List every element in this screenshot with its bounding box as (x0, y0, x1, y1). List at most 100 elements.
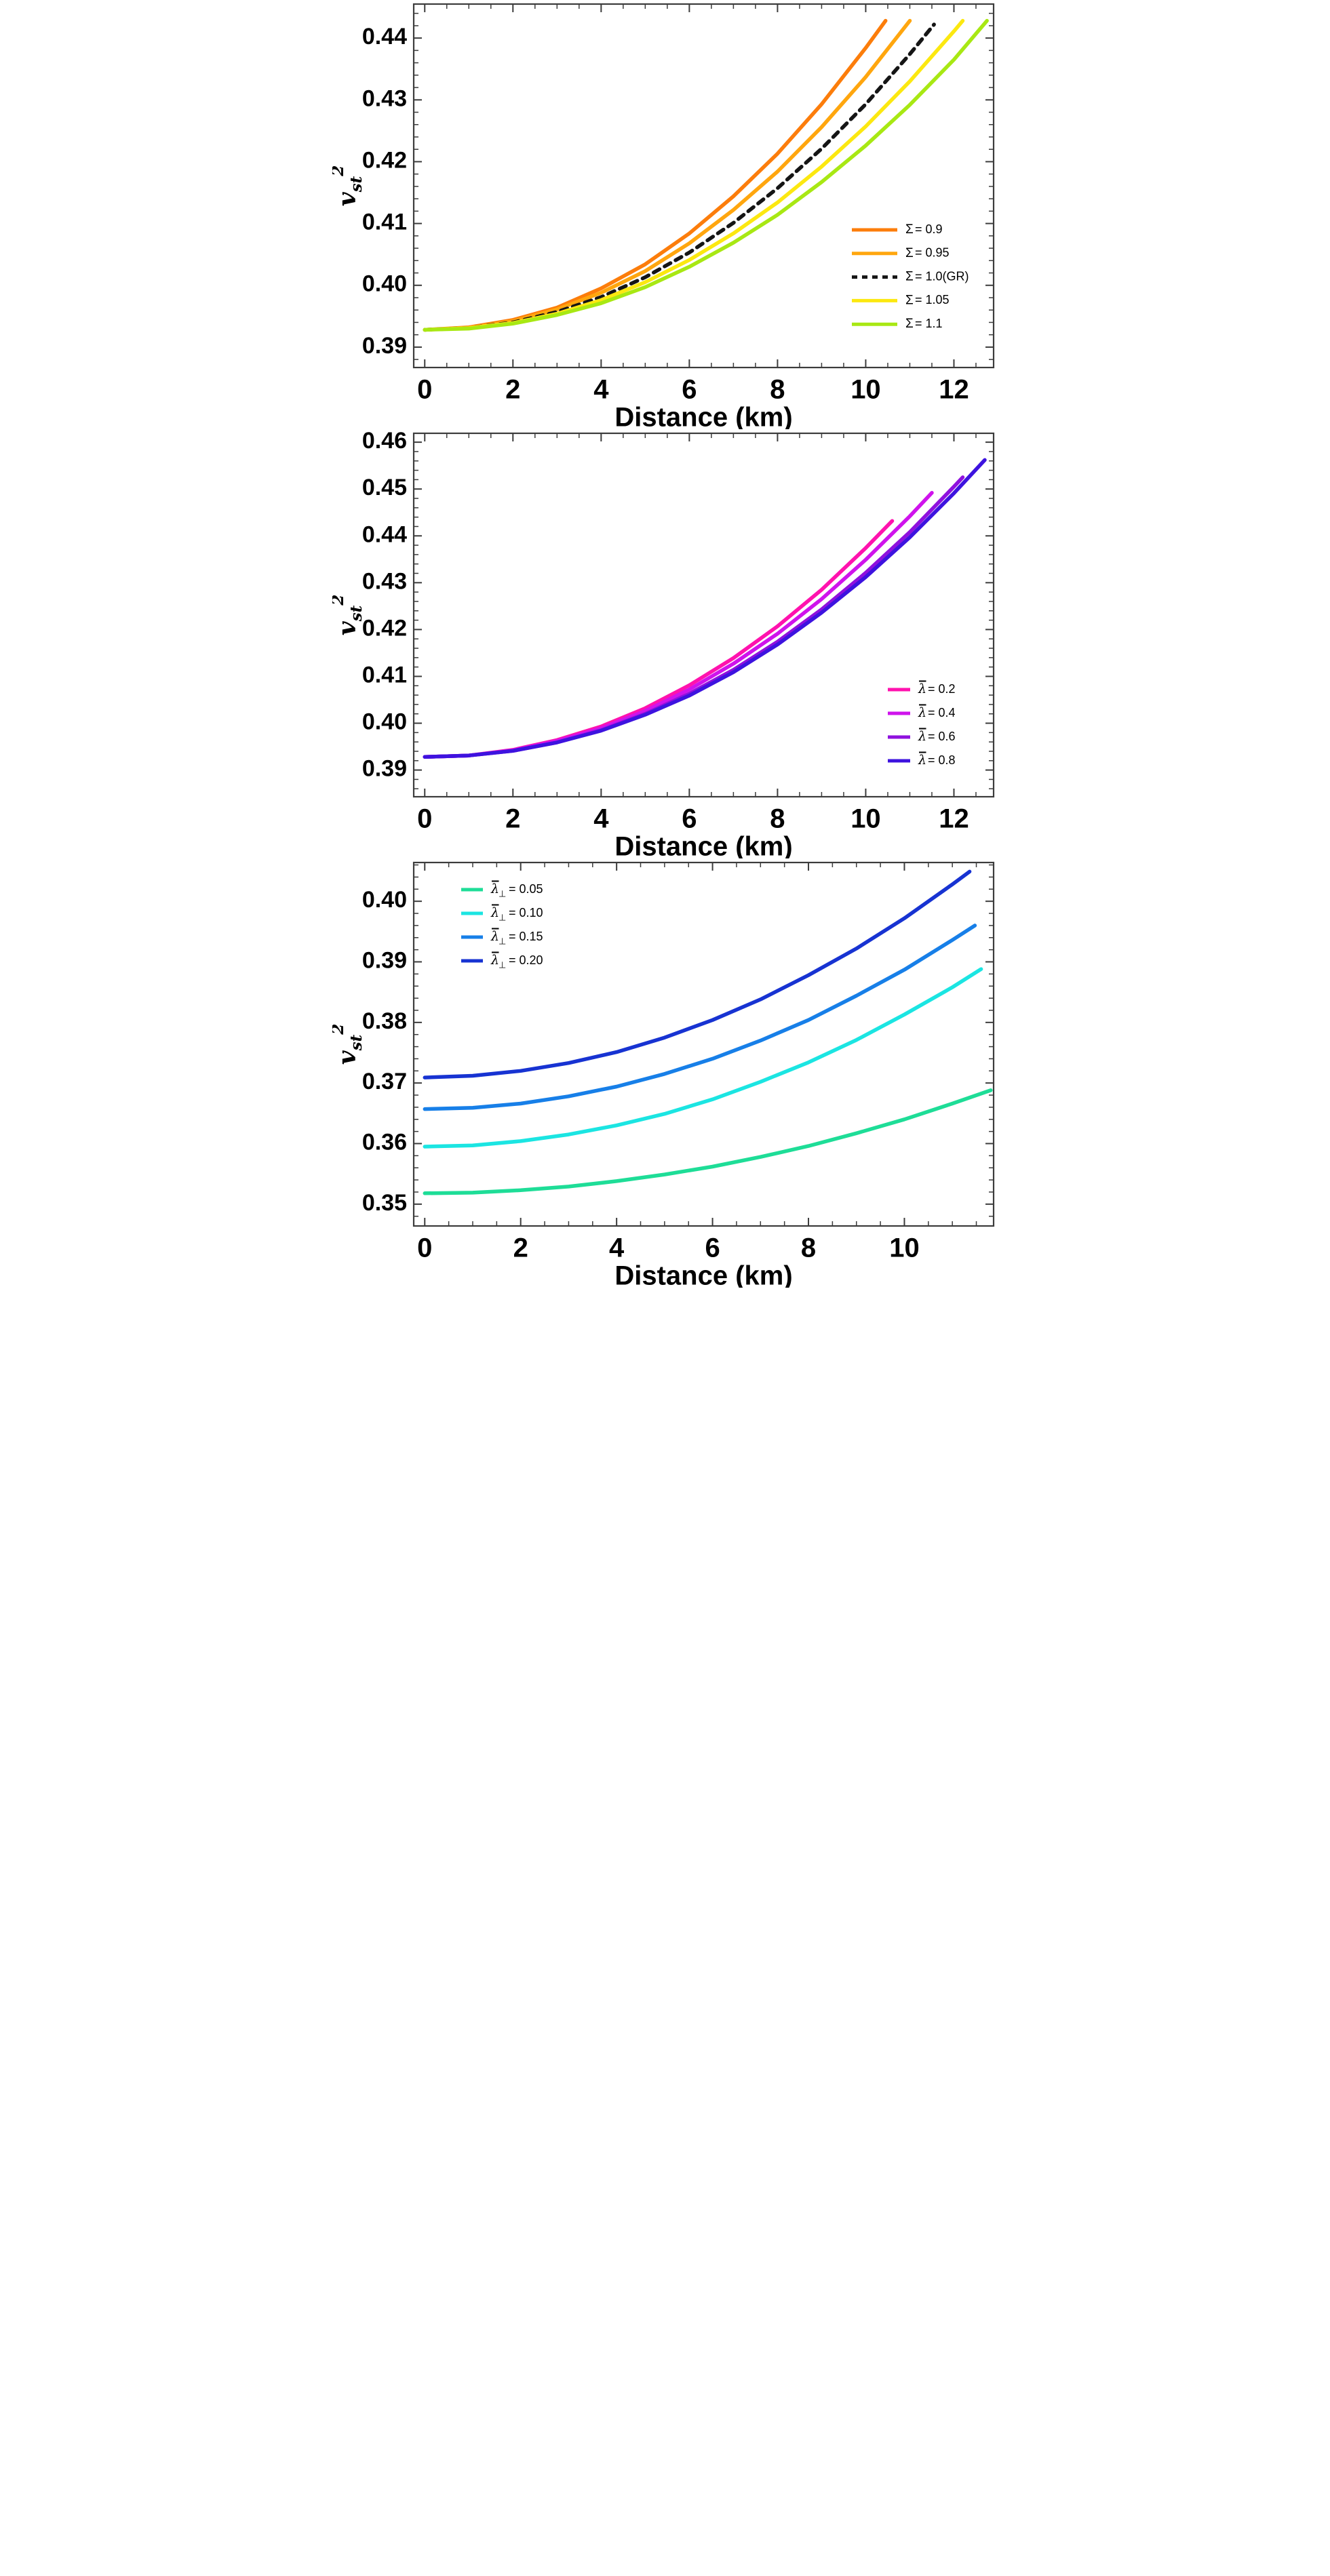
legend-value: = 0.05 (509, 882, 543, 896)
legend-symbol: λ (490, 905, 499, 920)
legend-symbol: Σ (905, 317, 914, 331)
series-line-Σ-1.1 (423, 18, 989, 332)
legend-symbol: λ (918, 753, 926, 768)
legend-item: λ = 0.4 (888, 704, 956, 720)
legend: λ⊥ = 0.05λ⊥ = 0.10λ⊥ = 0.15λ⊥ = 0.20 (461, 880, 543, 970)
x-tick-label: 6 (705, 1233, 720, 1263)
y-tick-label: 0.35 (362, 1190, 407, 1216)
axis-ticks (414, 863, 994, 1226)
legend-value: = 0.10 (509, 906, 543, 919)
legend-item: λ⊥ = 0.20 (461, 951, 543, 970)
x-tick-label: 0 (417, 804, 432, 834)
y-tick-label: 0.38 (362, 1008, 407, 1034)
series-curves (423, 869, 993, 1195)
axis-ticks (414, 4, 994, 368)
x-tick-label: 4 (593, 804, 609, 834)
x-tick-label: 2 (513, 1233, 528, 1263)
y-tick-label: 0.43 (362, 568, 407, 594)
y-tick-label: 0.42 (362, 147, 407, 173)
series-curves (423, 458, 987, 759)
y-tick-label: 0.45 (362, 475, 407, 500)
x-axis-title: Distance (km) (614, 832, 792, 858)
y-tick-labels: 0.35 0.36 0.37 0.38 0.39 0.40 (362, 887, 407, 1216)
legend-symbol: λ (918, 729, 926, 744)
plot-frame (412, 861, 995, 1227)
legend-value: = 1.1 (915, 317, 943, 330)
y-tick-label: 0.41 (362, 210, 407, 235)
plot-frame (412, 432, 995, 798)
series-line-λ-0.20 (423, 869, 972, 1079)
legend-value: = 0.95 (915, 246, 950, 260)
legend-symbol: Σ (905, 270, 914, 284)
series-line-λ-0.4 (423, 490, 934, 759)
series-line-Σ-1.05 (423, 18, 965, 332)
legend-symbol: λ (490, 953, 499, 968)
series-line-λ-0.6 (423, 475, 965, 759)
x-tick-label: 0 (417, 1233, 432, 1263)
y-tick-label: 0.40 (362, 709, 407, 735)
y-tick-label: 0.37 (362, 1069, 407, 1094)
x-tick-label: 4 (609, 1233, 625, 1263)
legend-item: λ⊥ = 0.05 (461, 880, 543, 898)
legend-value: = 0.20 (509, 953, 543, 967)
legend-symbol: Σ (905, 246, 914, 260)
y-tick-label: 0.39 (362, 333, 407, 359)
legend-subscript: ⊥ (498, 936, 506, 946)
y-tick-label: 0.39 (362, 756, 407, 782)
y-axis-title: vst2 (332, 165, 366, 207)
plot-lambda: 0 2 4 6 8 10 12 0.39 0.40 0.41 0.42 0.43 0.44 0.45 0.4… (332, 429, 995, 858)
legend-item: Σ = 1.0(GR) (852, 269, 969, 284)
panel-lambda: 0 2 4 6 8 10 12 0.39 0.40 0.41 0.42 0.43 0.44 0.45 0.4… (332, 429, 998, 858)
legend-value: = 0.6 (928, 730, 956, 743)
series-line-Σ-1.0(GR) (423, 22, 936, 332)
x-tick-label: 2 (505, 804, 520, 834)
x-tick-label: 8 (801, 1233, 816, 1263)
y-tick-label: 0.46 (362, 429, 407, 454)
plot-sigma: 0 2 4 6 8 10 12 0.39 0.40 0.41 0.42 0.43 0.44 Distanc… (332, 3, 995, 429)
y-axis-title: vst2 (332, 595, 366, 636)
figure-column: 0 2 4 6 8 10 12 0.39 0.40 0.41 0.42 0.43 0.44 Distanc… (332, 0, 998, 1288)
legend-value: = 1.05 (915, 293, 950, 306)
y-axis-title: vst2 (332, 1024, 366, 1065)
series-line-λ-0.10 (423, 967, 983, 1149)
y-tick-labels: 0.39 0.40 0.41 0.42 0.43 0.44 (362, 24, 407, 359)
x-tick-labels: 0 2 4 6 8 10 (417, 1233, 920, 1263)
series-line-λ-0.05 (423, 1088, 993, 1195)
legend-symbol: Σ (905, 222, 914, 237)
series-curves (423, 18, 989, 332)
x-tick-labels: 0 2 4 6 8 10 12 (417, 375, 969, 405)
series-line-λ-0.15 (423, 924, 977, 1111)
x-tick-label: 12 (939, 804, 969, 834)
legend-value: = 1.0(GR) (915, 269, 969, 283)
legend-item: λ = 0.8 (888, 751, 956, 768)
y-tick-label: 0.40 (362, 271, 407, 297)
series-line-Σ-0.95 (423, 18, 912, 332)
x-tick-labels: 0 2 4 6 8 10 12 (417, 804, 969, 834)
x-tick-label: 4 (593, 375, 609, 405)
x-tick-label: 12 (939, 375, 969, 405)
legend-value: = 0.4 (928, 706, 956, 719)
legend-value: = 0.15 (509, 930, 543, 943)
legend-item: λ⊥ = 0.10 (461, 904, 543, 922)
y-tick-label: 0.36 (362, 1129, 407, 1155)
x-tick-label: 10 (889, 1233, 920, 1263)
panel-sigma: 0 2 4 6 8 10 12 0.39 0.40 0.41 0.42 0.43 0.44 Distanc… (332, 0, 998, 429)
plot-lambda-perp: 0 2 4 6 8 10 0.35 0.36 0.37 0.38 0.39 0.40 Distance … (332, 861, 995, 1288)
legend-item: Σ = 0.95 (852, 246, 950, 260)
x-tick-label: 10 (850, 375, 881, 405)
series-line-λ-0.2 (423, 519, 895, 759)
y-tick-label: 0.42 (362, 615, 407, 641)
legend-item: Σ = 1.05 (852, 293, 950, 307)
series-line-λ-0.8 (423, 458, 987, 759)
legend-symbol: λ (490, 881, 499, 896)
legend-subscript: ⊥ (498, 888, 506, 898)
legend-subscript: ⊥ (498, 912, 506, 922)
legend-item: λ = 0.2 (888, 680, 956, 696)
y-tick-label: 0.44 (362, 521, 407, 547)
legend-symbol: Σ (905, 293, 914, 307)
legend-value: = 0.8 (928, 753, 956, 767)
y-tick-label: 0.40 (362, 887, 407, 913)
x-tick-label: 6 (682, 804, 697, 834)
legend-item: Σ = 0.9 (852, 222, 943, 237)
legend-symbol: λ (490, 929, 499, 944)
